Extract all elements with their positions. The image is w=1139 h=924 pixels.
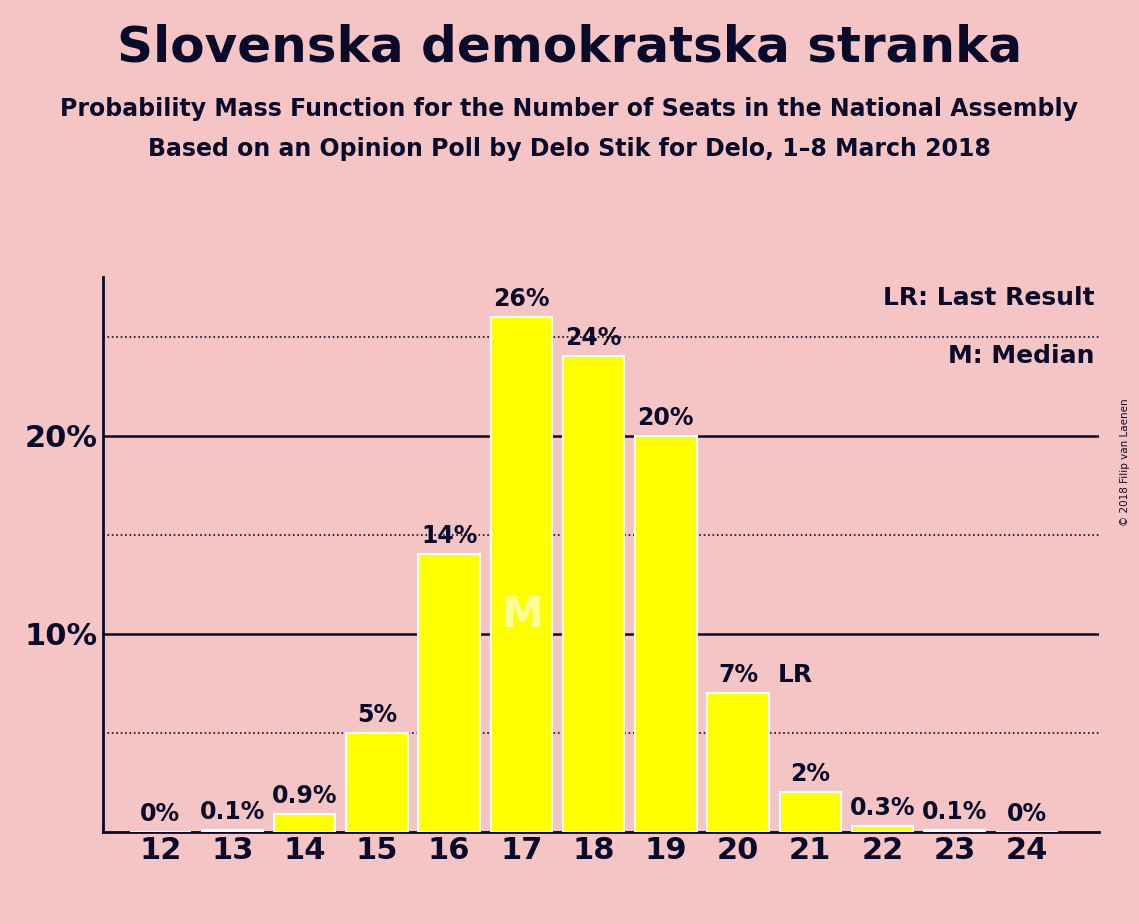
Text: Based on an Opinion Poll by Delo Stik for Delo, 1–8 March 2018: Based on an Opinion Poll by Delo Stik fo…	[148, 137, 991, 161]
Text: LR: LR	[778, 663, 813, 687]
Text: 0.1%: 0.1%	[921, 799, 988, 823]
Bar	[491, 317, 552, 832]
Text: 0%: 0%	[1007, 802, 1047, 826]
Bar	[852, 826, 913, 832]
Bar	[346, 733, 408, 832]
Bar	[707, 693, 769, 832]
Text: M: M	[501, 594, 542, 637]
Text: Slovenska demokratska stranka: Slovenska demokratska stranka	[117, 23, 1022, 71]
Bar	[563, 357, 624, 832]
Text: © 2018 Filip van Laenen: © 2018 Filip van Laenen	[1120, 398, 1130, 526]
Text: 0.1%: 0.1%	[199, 799, 265, 823]
Bar	[202, 830, 263, 832]
Bar	[779, 792, 841, 832]
Text: 0.3%: 0.3%	[850, 796, 916, 820]
Bar	[924, 830, 985, 832]
Text: Probability Mass Function for the Number of Seats in the National Assembly: Probability Mass Function for the Number…	[60, 97, 1079, 121]
Text: 26%: 26%	[493, 286, 550, 310]
Text: 14%: 14%	[421, 525, 477, 549]
Text: 0.9%: 0.9%	[272, 784, 337, 808]
Text: 2%: 2%	[790, 762, 830, 786]
Text: 5%: 5%	[357, 702, 398, 726]
Text: 7%: 7%	[718, 663, 759, 687]
Bar	[274, 814, 335, 832]
Bar	[636, 435, 697, 832]
Text: 0%: 0%	[140, 802, 180, 826]
Text: 24%: 24%	[565, 326, 622, 350]
Bar	[418, 554, 480, 832]
Text: LR: Last Result: LR: Last Result	[883, 286, 1095, 310]
Text: M: Median: M: Median	[948, 344, 1095, 368]
Text: 20%: 20%	[638, 406, 694, 430]
